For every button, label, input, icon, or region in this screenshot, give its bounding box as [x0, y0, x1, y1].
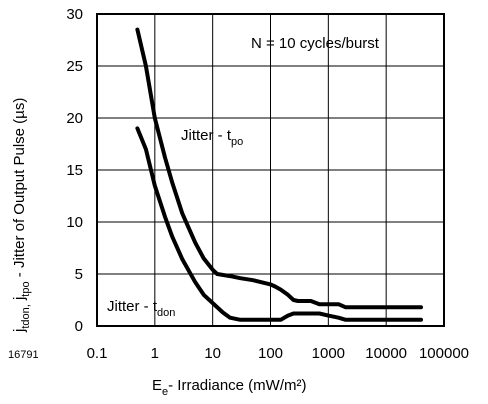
series-label-tpo-main: Jitter - t: [181, 127, 232, 144]
x-tick-label: 1: [151, 345, 159, 362]
x-axis-title-sub: e: [162, 386, 168, 398]
series-label-tdon: Jitter - tdon: [107, 298, 175, 319]
y-tick-label: 15: [66, 162, 83, 179]
y-tick-label: 25: [66, 58, 83, 75]
y-axis-title-part: - Jitter of Output Pulse (µs): [11, 98, 28, 282]
series-label-tdon-main: Jitter - t: [107, 298, 158, 315]
x-tick-labels: 0.1 1 10 100 1000 10000 100000: [87, 345, 469, 362]
y-axis-title-part: tdon,: [20, 304, 32, 328]
series-lines: [135, 27, 423, 322]
series-label-tpo: Jitter - tpo: [181, 127, 243, 148]
y-axis-title: jtdon, jtpo - Jitter of Output Pulse (µs…: [11, 98, 32, 333]
x-axis-title: Ee- Irradiance (mW/m²): [152, 377, 306, 398]
x-axis-title-rest: - Irradiance (mW/m²): [168, 377, 306, 394]
x-tick-label: 100: [258, 345, 283, 362]
y-tick-label: 0: [75, 318, 83, 335]
annotation: N = 10 cycles/burst: [251, 35, 380, 52]
x-tick-label: 10000: [365, 345, 407, 362]
y-tick-labels: 0 5 10 15 20 25 30: [66, 6, 83, 335]
series-label-tpo-sub: po: [231, 136, 243, 148]
y-axis-title-part: j: [11, 329, 28, 333]
plot-frame: [96, 13, 445, 327]
series-label-tdon-sub: don: [157, 307, 175, 319]
series-line-0: [135, 27, 423, 310]
y-tick-label: 20: [66, 110, 83, 127]
x-tick-label: 1000: [312, 345, 345, 362]
x-axis-title-main: E: [152, 377, 162, 394]
y-axis-title-part: tpo: [20, 281, 32, 296]
y-tick-label: 5: [75, 266, 83, 283]
y-axis-title-part: j: [11, 297, 28, 305]
series-line-1: [135, 126, 423, 322]
x-tick-label: 0.1: [87, 345, 108, 362]
y-tick-label: 10: [66, 214, 83, 231]
y-tick-label: 30: [66, 6, 83, 23]
x-tick-label: 10: [204, 345, 221, 362]
figure-id: 16791: [8, 349, 39, 361]
x-tick-label: 100000: [419, 345, 469, 362]
